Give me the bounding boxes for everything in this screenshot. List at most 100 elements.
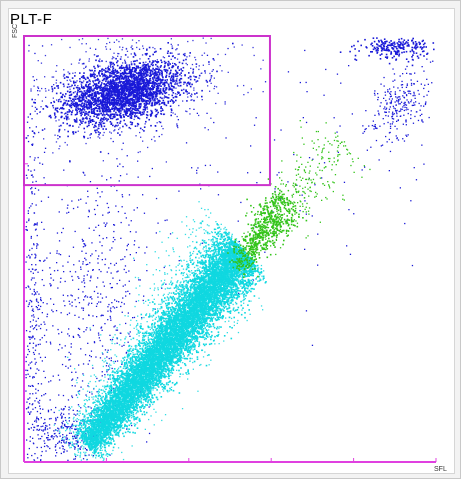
scatter-point xyxy=(124,102,127,104)
scatter-point xyxy=(165,104,168,107)
scatter-point xyxy=(76,437,78,439)
scatter-point xyxy=(82,118,85,120)
scatter-point xyxy=(78,302,81,304)
scatter-point xyxy=(93,94,96,96)
scatter-point xyxy=(86,118,88,120)
scatter-point xyxy=(174,63,176,65)
scatter-point xyxy=(148,94,150,97)
scatter-point xyxy=(97,91,99,93)
scatter-point xyxy=(111,91,113,93)
scatter-point xyxy=(69,124,71,127)
scatter-point xyxy=(32,347,34,349)
scatter-point xyxy=(88,122,90,124)
scatter-point xyxy=(163,113,166,115)
scatter-point xyxy=(55,455,57,457)
scatter-point xyxy=(114,74,117,77)
scatter-point xyxy=(83,109,86,111)
scatter-point xyxy=(102,122,105,124)
scatter-point xyxy=(72,378,74,380)
scatter-point xyxy=(107,96,109,99)
scatter-point xyxy=(59,343,61,346)
scatter-point xyxy=(66,90,69,93)
scatter-point xyxy=(151,82,153,84)
scatter-point xyxy=(52,279,55,281)
scatter-point xyxy=(107,91,110,93)
scatter-point xyxy=(104,102,107,104)
scatter-point xyxy=(41,337,43,339)
scatter-point xyxy=(164,65,166,67)
scatter-point xyxy=(118,110,121,112)
scatter-point xyxy=(105,92,108,94)
scatter-point xyxy=(103,69,105,71)
scatter-point xyxy=(403,46,405,48)
scatter-point xyxy=(155,50,157,53)
scatter-point xyxy=(114,71,116,74)
scatter-point xyxy=(178,53,180,55)
scatter-point xyxy=(67,204,69,206)
scatter-point xyxy=(65,104,67,106)
scatter-point xyxy=(57,349,60,351)
scatter-point xyxy=(130,84,132,86)
scatter-point xyxy=(28,302,31,304)
scatter-point xyxy=(67,130,69,133)
scatter-point xyxy=(124,284,126,286)
scatter-point xyxy=(99,132,101,134)
scatter-point xyxy=(122,85,124,87)
scatter-point xyxy=(137,93,139,96)
scatter-point xyxy=(66,122,68,125)
scatter-point xyxy=(33,159,36,161)
scatter-point xyxy=(404,106,406,108)
scatter-point xyxy=(31,361,33,363)
scatter-point xyxy=(123,87,125,89)
scatter-point xyxy=(30,205,32,207)
scatter-point xyxy=(34,292,36,294)
scatter-point xyxy=(29,256,31,258)
scatter-point xyxy=(349,253,352,255)
scatter-point xyxy=(74,84,76,87)
scatter-point xyxy=(39,327,42,330)
scatter-point xyxy=(99,113,101,115)
scatter-point xyxy=(29,385,31,387)
scatter-point xyxy=(113,76,116,78)
scatter-point xyxy=(107,80,109,83)
scatter-point xyxy=(109,315,111,318)
scatter-point xyxy=(95,102,98,105)
scatter-point xyxy=(119,163,121,165)
scatter-point xyxy=(101,109,104,111)
scatter-point xyxy=(155,102,158,105)
scatter-point xyxy=(103,78,105,81)
scatter-point xyxy=(405,124,407,126)
scatter-point xyxy=(34,253,36,255)
scatter-point xyxy=(97,292,99,294)
scatter-point xyxy=(88,86,90,88)
scatter-point xyxy=(137,83,139,86)
scatter-point xyxy=(91,302,93,304)
scatter-point xyxy=(426,52,429,55)
scatter-point xyxy=(102,128,104,130)
scatter-point xyxy=(138,92,141,94)
scatter-point xyxy=(37,94,39,96)
scatter-point xyxy=(84,296,86,298)
scatter-point xyxy=(126,173,128,175)
scatter-point xyxy=(209,90,211,92)
scatter-point xyxy=(68,312,71,314)
scatter-point xyxy=(129,102,132,105)
scatter-point xyxy=(27,348,30,351)
scatter-point xyxy=(118,108,121,111)
scatter-point xyxy=(94,129,97,132)
scatter-point xyxy=(144,53,147,55)
scatter-point xyxy=(362,132,364,134)
scatter-point xyxy=(178,69,181,71)
scatter-point xyxy=(153,84,156,87)
scatter-point xyxy=(125,76,127,79)
scatter-point xyxy=(84,99,87,102)
scatter-point xyxy=(77,108,80,110)
scatter-point xyxy=(43,177,45,179)
scatter-point xyxy=(85,259,87,261)
scatter-point xyxy=(140,99,143,101)
scatter-point xyxy=(87,270,89,272)
scatter-point xyxy=(90,96,93,98)
scatter-point xyxy=(393,55,395,58)
scatter-point xyxy=(170,79,172,82)
scatter-point xyxy=(103,122,106,124)
